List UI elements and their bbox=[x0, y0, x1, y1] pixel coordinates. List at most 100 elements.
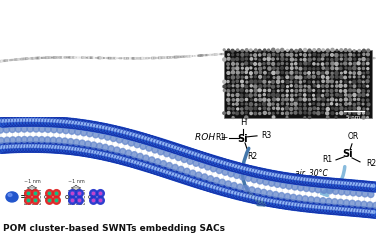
Circle shape bbox=[52, 119, 55, 122]
Circle shape bbox=[15, 119, 18, 122]
Circle shape bbox=[279, 174, 282, 177]
Circle shape bbox=[208, 176, 214, 182]
Circle shape bbox=[245, 71, 247, 73]
Circle shape bbox=[185, 177, 188, 180]
Circle shape bbox=[168, 170, 178, 180]
Circle shape bbox=[345, 94, 347, 96]
Circle shape bbox=[107, 154, 110, 156]
Circle shape bbox=[268, 67, 271, 70]
Circle shape bbox=[139, 135, 143, 138]
Circle shape bbox=[303, 89, 306, 92]
Circle shape bbox=[338, 189, 344, 195]
Circle shape bbox=[25, 142, 35, 152]
Circle shape bbox=[232, 191, 235, 194]
Circle shape bbox=[237, 108, 239, 110]
Circle shape bbox=[45, 143, 55, 153]
Circle shape bbox=[149, 138, 152, 141]
Circle shape bbox=[199, 153, 209, 163]
Circle shape bbox=[250, 90, 252, 92]
Circle shape bbox=[48, 199, 51, 202]
Circle shape bbox=[337, 179, 347, 189]
Text: POM cluster-based SWNTs embedding SACs: POM cluster-based SWNTs embedding SACs bbox=[3, 224, 225, 233]
Circle shape bbox=[9, 119, 12, 122]
Circle shape bbox=[357, 62, 360, 65]
Circle shape bbox=[357, 102, 360, 105]
Circle shape bbox=[263, 196, 273, 206]
Circle shape bbox=[250, 76, 252, 78]
Circle shape bbox=[262, 169, 272, 180]
Circle shape bbox=[27, 192, 30, 195]
Circle shape bbox=[124, 158, 127, 161]
Circle shape bbox=[21, 136, 27, 143]
Circle shape bbox=[308, 94, 310, 96]
Circle shape bbox=[343, 208, 346, 211]
Circle shape bbox=[107, 152, 117, 162]
Circle shape bbox=[139, 160, 149, 171]
Circle shape bbox=[267, 172, 270, 175]
Circle shape bbox=[344, 76, 346, 79]
Circle shape bbox=[217, 187, 220, 190]
Circle shape bbox=[259, 59, 261, 61]
Circle shape bbox=[299, 203, 302, 206]
Circle shape bbox=[158, 139, 168, 149]
Circle shape bbox=[236, 58, 239, 60]
Circle shape bbox=[69, 197, 76, 204]
Text: R1: R1 bbox=[215, 133, 225, 142]
Circle shape bbox=[7, 117, 17, 127]
Circle shape bbox=[250, 72, 252, 74]
Circle shape bbox=[362, 93, 365, 97]
Circle shape bbox=[0, 143, 10, 153]
Circle shape bbox=[329, 205, 339, 215]
Circle shape bbox=[48, 192, 51, 195]
Circle shape bbox=[343, 180, 353, 190]
Circle shape bbox=[342, 182, 345, 185]
Circle shape bbox=[303, 185, 309, 191]
Circle shape bbox=[279, 193, 285, 198]
Circle shape bbox=[118, 130, 121, 133]
Circle shape bbox=[265, 198, 268, 202]
Circle shape bbox=[291, 63, 293, 65]
Circle shape bbox=[254, 85, 257, 88]
Circle shape bbox=[263, 80, 266, 83]
Circle shape bbox=[176, 174, 179, 177]
Circle shape bbox=[182, 176, 185, 179]
Circle shape bbox=[321, 76, 324, 78]
Circle shape bbox=[355, 181, 365, 191]
Circle shape bbox=[321, 63, 324, 65]
Circle shape bbox=[261, 189, 267, 195]
Circle shape bbox=[249, 187, 255, 193]
Circle shape bbox=[335, 76, 338, 78]
Circle shape bbox=[225, 160, 235, 171]
Circle shape bbox=[51, 143, 61, 153]
Circle shape bbox=[262, 171, 265, 174]
Circle shape bbox=[102, 151, 112, 160]
Circle shape bbox=[59, 118, 68, 128]
Circle shape bbox=[268, 54, 271, 57]
Circle shape bbox=[281, 62, 284, 64]
Circle shape bbox=[104, 153, 107, 156]
Circle shape bbox=[313, 98, 315, 100]
Circle shape bbox=[236, 80, 238, 82]
Circle shape bbox=[326, 90, 328, 92]
Circle shape bbox=[255, 58, 256, 60]
Circle shape bbox=[273, 90, 274, 92]
Circle shape bbox=[322, 98, 325, 101]
Circle shape bbox=[290, 202, 293, 205]
Circle shape bbox=[240, 89, 243, 92]
Circle shape bbox=[155, 139, 165, 148]
Circle shape bbox=[51, 127, 57, 133]
Circle shape bbox=[200, 182, 203, 185]
Circle shape bbox=[313, 53, 316, 56]
Circle shape bbox=[77, 120, 87, 130]
Circle shape bbox=[295, 85, 298, 88]
Circle shape bbox=[332, 205, 342, 215]
Circle shape bbox=[220, 188, 223, 191]
Circle shape bbox=[153, 166, 156, 169]
Circle shape bbox=[230, 189, 240, 199]
Circle shape bbox=[340, 67, 342, 70]
Circle shape bbox=[344, 84, 347, 87]
Circle shape bbox=[106, 127, 109, 130]
Circle shape bbox=[248, 193, 258, 203]
Circle shape bbox=[295, 76, 298, 79]
Circle shape bbox=[140, 143, 146, 149]
